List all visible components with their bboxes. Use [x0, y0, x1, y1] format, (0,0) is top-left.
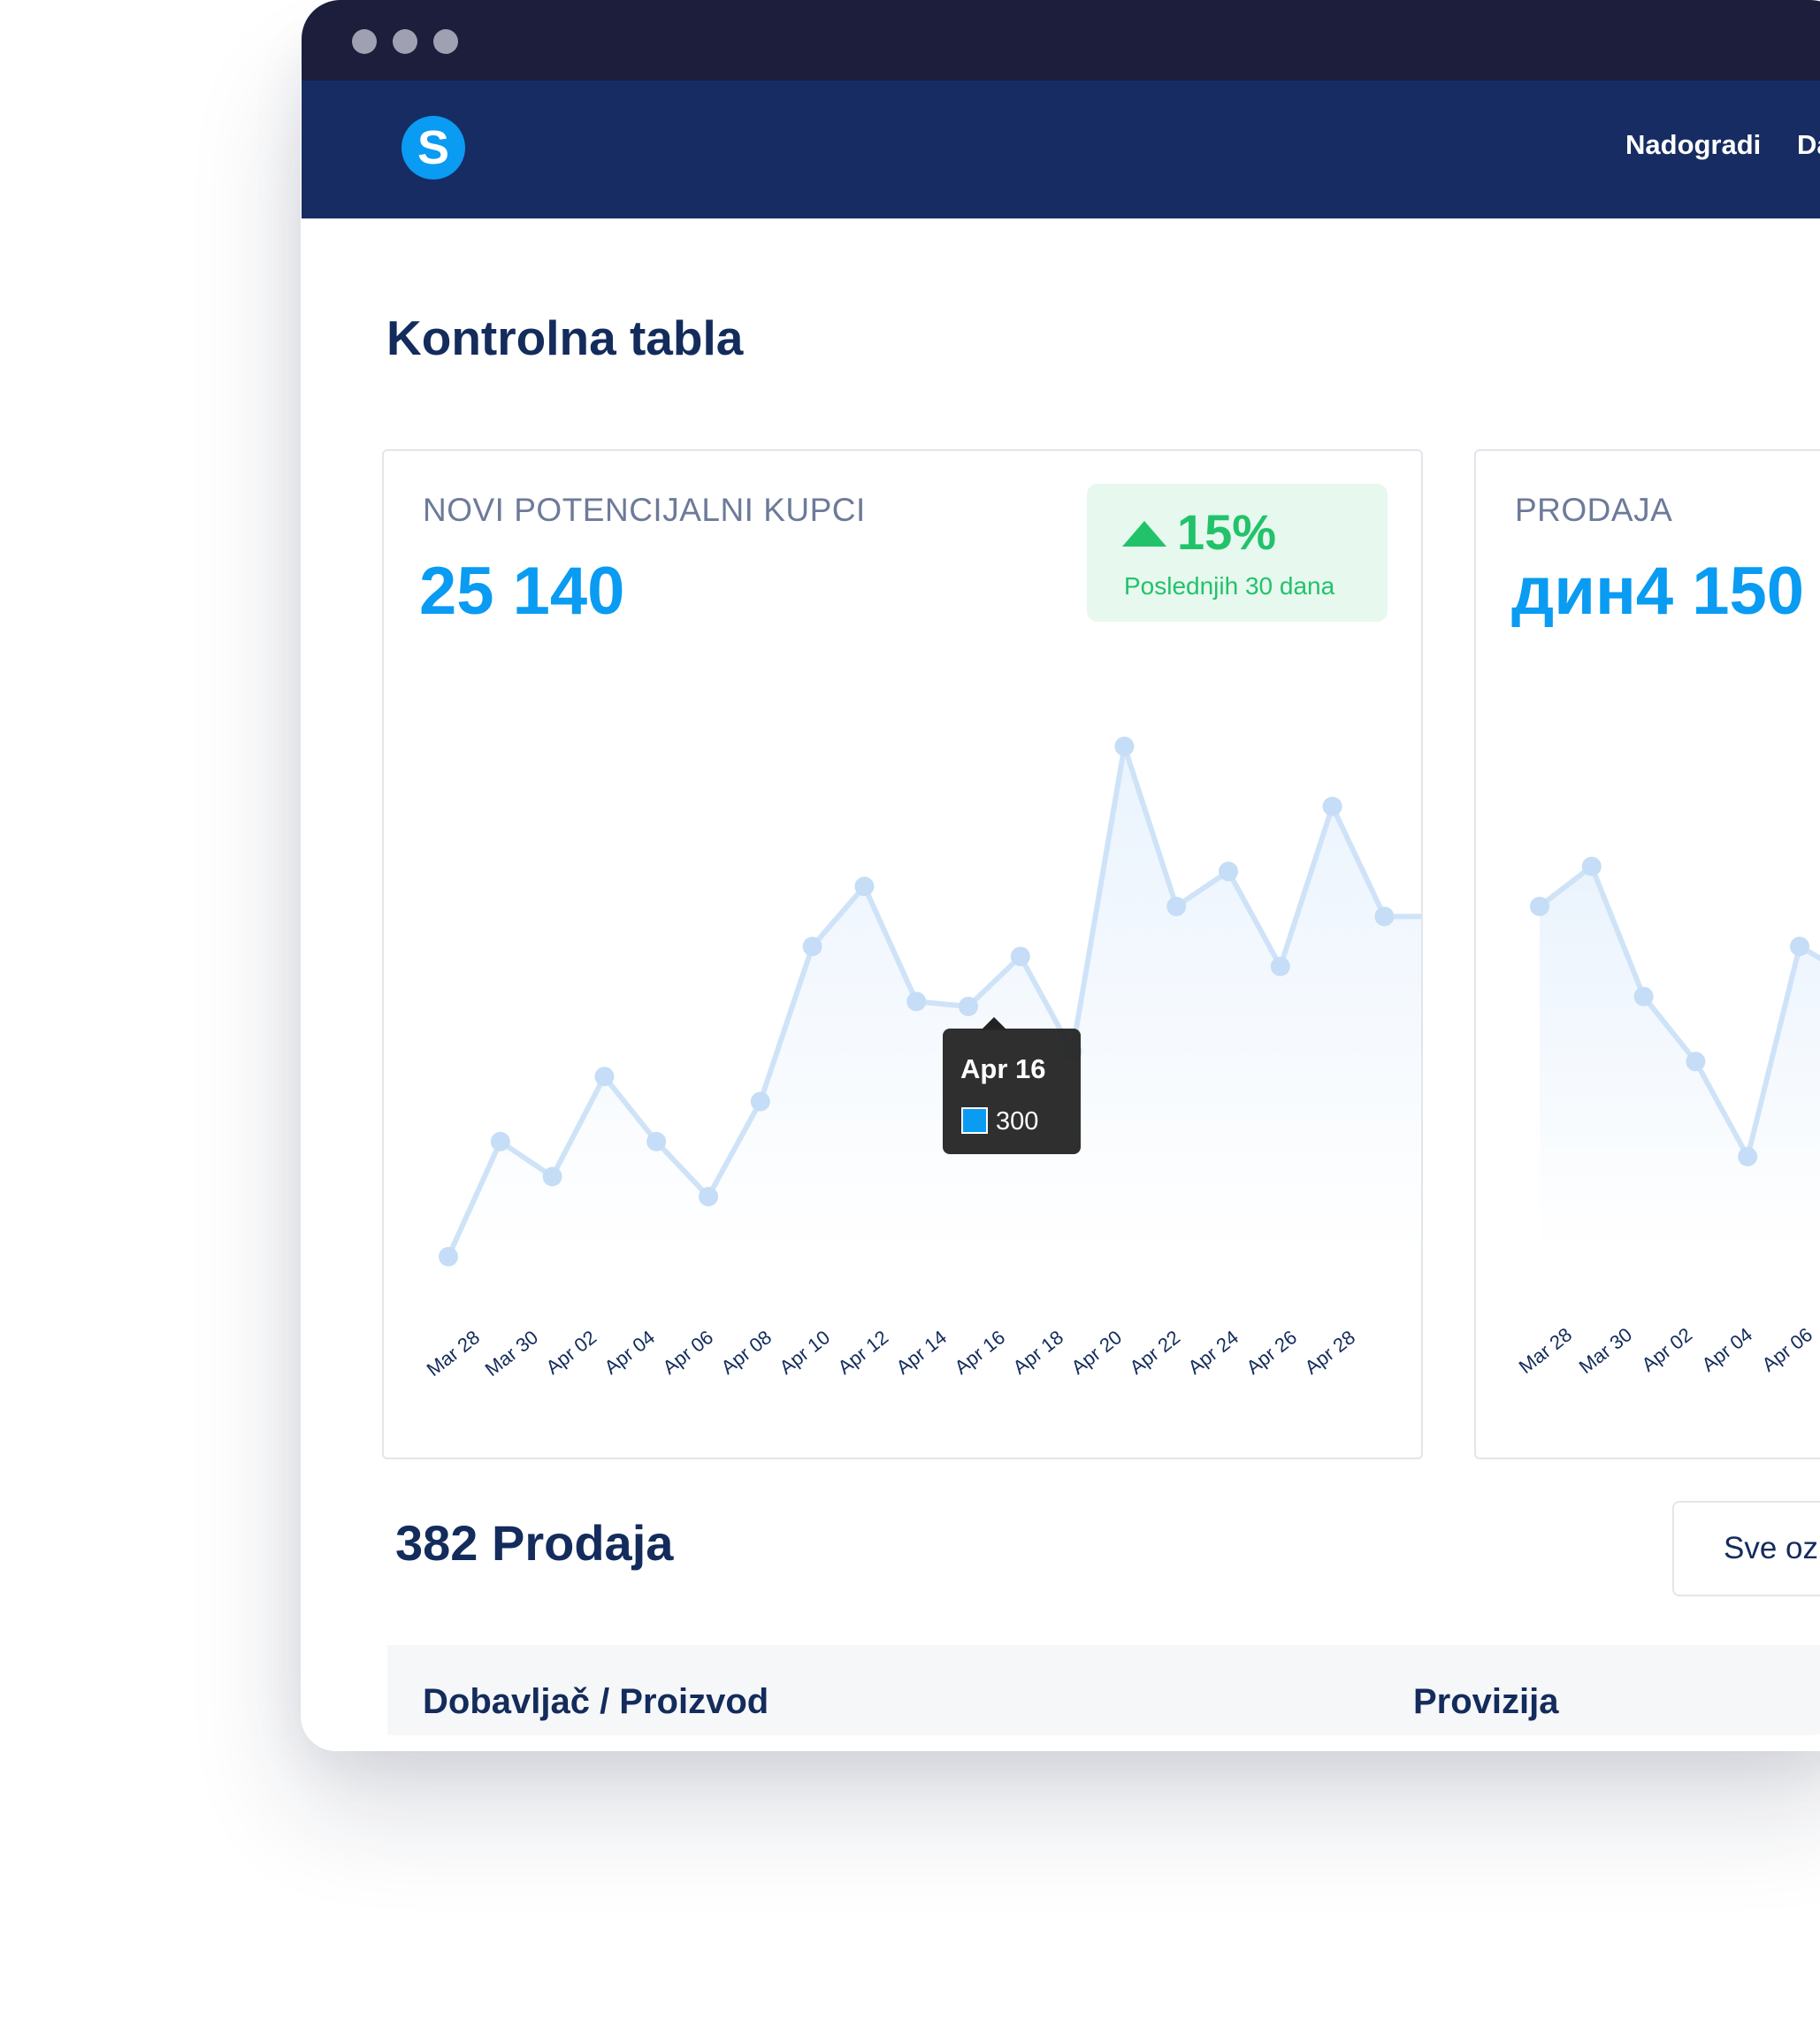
column-header-supplier[interactable]: Dobavljač / Proizvod	[423, 1682, 769, 1721]
x-tick-label: Apr 02	[542, 1326, 600, 1379]
card-label: PRODAJA	[1515, 492, 1673, 528]
arrow-up-icon	[1122, 521, 1166, 547]
x-tick-label: Mar 28	[1515, 1323, 1576, 1378]
logo-icon[interactable]: S	[401, 116, 465, 180]
data-point[interactable]	[1010, 946, 1030, 967]
x-tick-label: Apr 16	[951, 1326, 1009, 1379]
card-value: 25 140	[419, 554, 625, 629]
view-all-label: Sve oz	[1724, 1531, 1818, 1565]
x-tick-label: Apr 04	[1698, 1323, 1756, 1376]
data-point[interactable]	[1790, 937, 1809, 957]
tooltip-date: Apr 16	[960, 1053, 1045, 1084]
x-tick-label: Apr 04	[600, 1326, 659, 1379]
top-navbar: S Nadogradi Da	[302, 80, 1820, 218]
x-tick-label: Apr 06	[659, 1326, 717, 1379]
data-point[interactable]	[1374, 907, 1395, 927]
card-sales: Mar 28 Mar 30 Apr 02 Apr 04 Apr 06 PRODAJA д…	[1474, 449, 1820, 1459]
data-point[interactable]	[1166, 896, 1187, 916]
data-point[interactable]	[1738, 1146, 1758, 1167]
chart-tooltip: Apr 16 300	[943, 1017, 1081, 1154]
browser-window: S Nadogradi Da Kontrolna tabla Mar 28Mar…	[302, 0, 1820, 1735]
close-dot[interactable]	[352, 29, 377, 54]
series-line	[446, 743, 1421, 1259]
data-point[interactable]	[439, 1246, 458, 1266]
data-point[interactable]	[1530, 896, 1549, 916]
view-all-button[interactable]: Sve oz	[1672, 1501, 1820, 1596]
x-tick-label: Apr 22	[1126, 1326, 1184, 1379]
data-point[interactable]	[1219, 861, 1238, 882]
x-tick-label: Apr 08	[717, 1326, 776, 1379]
data-point[interactable]	[854, 876, 875, 897]
data-point[interactable]	[542, 1167, 562, 1187]
data-point[interactable]	[1322, 796, 1342, 816]
card-new-leads: Mar 28 Mar 30 Apr 02 Apr 04 Apr 06 Apr 08 Apr …	[382, 449, 1423, 1459]
data-point[interactable]	[699, 1186, 718, 1206]
growth-period: Poslednjih 30 dana	[1124, 572, 1335, 600]
data-point[interactable]	[1114, 736, 1135, 756]
x-tick-label: Apr 20	[1067, 1326, 1126, 1379]
x-tick-label: Apr 24	[1184, 1326, 1243, 1379]
page-title: Kontrolna tabla	[386, 310, 744, 365]
sales-table-header: Dobavljač / Proizvod Provizija	[387, 1645, 1820, 1735]
x-tick-label: Apr 06	[1758, 1323, 1816, 1376]
card-label: NOVI POTENCIJALNI KUPCI	[423, 492, 866, 528]
growth-percent: 15%	[1177, 504, 1277, 560]
x-tick-label: Mar 30	[1575, 1323, 1636, 1378]
tooltip-value: 300	[996, 1107, 1038, 1136]
window-titlebar	[302, 0, 1820, 81]
minimize-dot[interactable]	[393, 29, 417, 54]
card-value: дин4 150 2	[1511, 554, 1820, 629]
data-point[interactable]	[1633, 986, 1654, 1006]
data-point[interactable]	[750, 1091, 770, 1112]
data-point[interactable]	[906, 991, 927, 1012]
nav-link-upgrade[interactable]: Nadogradi	[1625, 129, 1762, 160]
data-point[interactable]	[959, 997, 978, 1017]
data-point[interactable]	[490, 1131, 510, 1152]
x-tick-label: Apr 26	[1243, 1326, 1301, 1379]
data-point[interactable]	[802, 937, 822, 957]
x-tick-label: Apr 28	[1301, 1326, 1359, 1379]
x-tick-label: Apr 18	[1009, 1326, 1067, 1379]
x-tick-label: Mar 28	[423, 1326, 484, 1381]
data-point[interactable]	[1270, 956, 1290, 976]
x-tick-label: Apr 12	[834, 1326, 892, 1379]
data-point[interactable]	[1581, 856, 1602, 876]
x-tick-label: Apr 02	[1638, 1323, 1696, 1376]
sales-title: 382 Prodaja	[395, 1515, 674, 1571]
x-tick-label: Apr 10	[776, 1326, 834, 1379]
data-point[interactable]	[594, 1067, 615, 1087]
nav-link-truncated[interactable]: Da	[1797, 129, 1820, 160]
data-point[interactable]	[1686, 1052, 1706, 1072]
legend-swatch-icon	[961, 1107, 988, 1134]
area-fill	[448, 746, 1421, 1257]
x-tick-label: Mar 30	[481, 1326, 542, 1381]
x-tick-label: Apr 14	[892, 1326, 951, 1379]
area-fill	[1540, 866, 1820, 1251]
maximize-dot[interactable]	[433, 29, 458, 54]
growth-badge: 15% Poslednjih 30 dana	[1087, 484, 1388, 622]
column-header-commission[interactable]: Provizija	[1413, 1682, 1559, 1721]
data-point[interactable]	[646, 1131, 667, 1152]
